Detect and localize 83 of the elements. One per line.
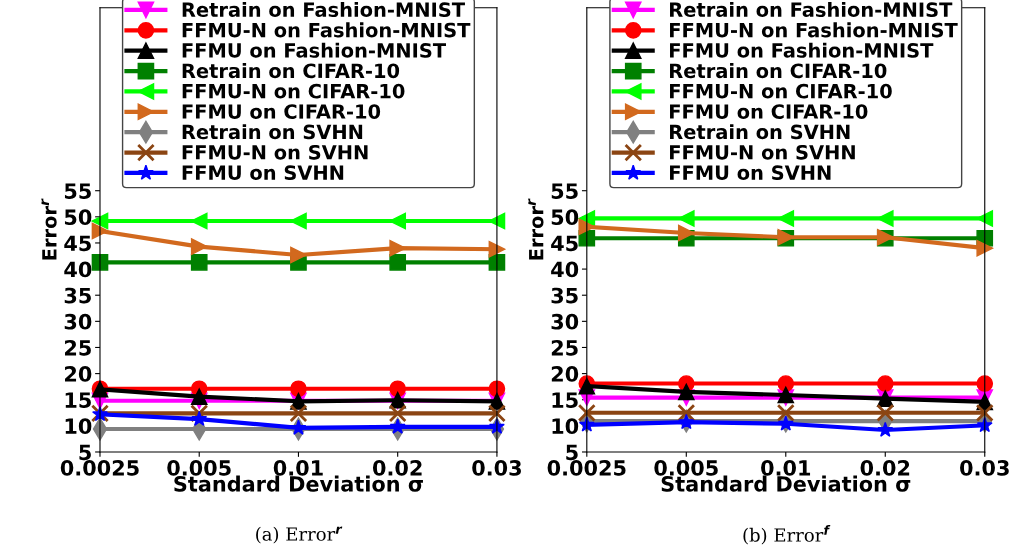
legend-label: FFMU-N on Fashion-MNIST (182, 22, 471, 38)
y-tick-label: 55 (64, 183, 91, 199)
x-tick-label: 0.005 (654, 459, 718, 476)
y-tick-label: 5 (566, 444, 578, 461)
x-tick-label: 0.0025 (60, 459, 139, 476)
legend-label: FFMU-N on CIFAR-10 (670, 83, 892, 99)
text: (b) Error$^{f}$ (743, 525, 831, 545)
y-axis-title: Error$^{r}$ (41, 198, 57, 260)
point (876, 375, 894, 392)
y-tick-label: 40 (551, 261, 579, 278)
legend-label: Retrain on Fashion-MNIST (670, 1, 953, 18)
y-tick-label: 45 (551, 235, 578, 252)
point (876, 403, 895, 422)
x-tick-label: 0.03 (472, 459, 521, 476)
y-tick-label: 25 (65, 339, 91, 356)
y-tick-label: 50 (551, 209, 579, 226)
y-tick-label: 10 (65, 418, 92, 435)
point (190, 238, 208, 255)
x-tick-label: 0.005 (167, 459, 231, 476)
legend-label: Retrain on SVHN (670, 124, 850, 140)
point (777, 415, 794, 431)
y-tick-label: 15 (65, 392, 91, 408)
point (190, 253, 208, 271)
legend-label: FFMU on SVHN (670, 165, 831, 181)
x-tick-label: 0.01 (273, 459, 323, 476)
point (677, 224, 695, 242)
x-axis-title: Standard Deviation σ (661, 475, 911, 492)
x-tick-label: 0.02 (860, 459, 910, 476)
legend-label: FFMU on CIFAR-10 (182, 104, 381, 119)
legend-label: FFMU-N on Fashion-MNIST (670, 22, 958, 38)
point (388, 404, 407, 423)
y-tick-label: 15 (552, 392, 578, 408)
point (389, 253, 407, 271)
legend-label: Retrain on SVHN (182, 124, 363, 140)
x-tick-label: 0.03 (960, 459, 1009, 476)
legend-label: FFMU on Fashion-MNIST (670, 42, 934, 58)
legend-label: FFMU on Fashion-MNIST (182, 42, 446, 58)
point (191, 410, 208, 426)
legend-label: FFMU-N on SVHN (182, 144, 368, 160)
point (677, 403, 696, 422)
y-tick-label: 5 (79, 444, 91, 461)
point (290, 419, 307, 435)
point (577, 403, 596, 422)
y-tick-label: 20 (65, 366, 92, 382)
y-tick-label: 30 (551, 313, 579, 330)
legend-label: Retrain on CIFAR-10 (182, 63, 400, 79)
point (578, 218, 596, 236)
y-tick-label: 10 (552, 418, 579, 435)
y-tick-label: 40 (64, 261, 92, 278)
legend-label: FFMU-N on CIFAR-10 (182, 83, 405, 99)
legend-label: FFMU on CIFAR-10 (670, 104, 868, 119)
text: (a) Error$^{r}$ (256, 526, 343, 544)
point (289, 404, 308, 423)
point (776, 403, 795, 422)
y-tick-label: 50 (64, 209, 92, 226)
y-tick-label: 55 (551, 183, 578, 199)
point (975, 403, 994, 422)
point (290, 246, 307, 264)
y-tick-label: 45 (64, 235, 91, 252)
y-axis-title: Error$^{r}$ (528, 198, 544, 260)
point (976, 239, 994, 257)
point (777, 375, 795, 392)
y-tick-label: 35 (551, 287, 578, 304)
x-tick-label: 0.02 (372, 459, 422, 476)
point (389, 380, 407, 398)
point (677, 383, 695, 401)
legend-label: FFMU on SVHN (182, 165, 344, 181)
point (678, 413, 695, 430)
point (190, 388, 208, 405)
x-axis-title: Standard Deviation σ (174, 475, 423, 492)
point (290, 380, 307, 398)
y-tick-label: 25 (551, 339, 578, 356)
y-tick-label: 35 (64, 287, 91, 304)
point (877, 421, 894, 437)
y-tick-label: 20 (551, 366, 579, 382)
legend-label: Retrain on Fashion-MNIST (182, 1, 465, 18)
legend-label: FFMU-N on SVHN (670, 144, 855, 160)
y-tick-label: 30 (64, 313, 92, 330)
point (389, 418, 406, 434)
x-tick-label: 0.0025 (547, 459, 626, 476)
point (976, 375, 994, 392)
legend-label: Retrain on CIFAR-10 (670, 63, 887, 79)
x-tick-label: 0.01 (761, 459, 811, 476)
